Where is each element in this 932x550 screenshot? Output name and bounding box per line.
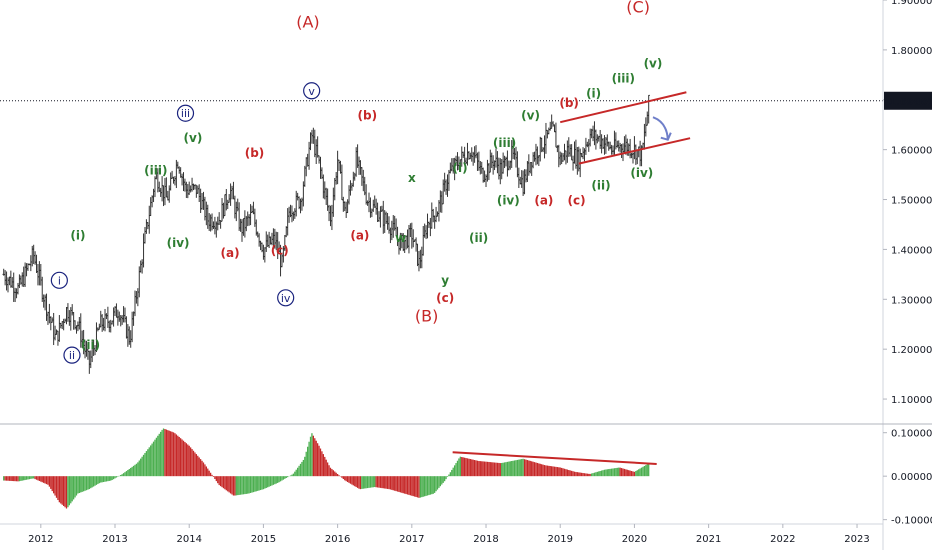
wave-circle bbox=[277, 289, 295, 307]
channel-upper-line bbox=[559, 91, 687, 124]
wave-circle bbox=[176, 104, 195, 122]
wave-label: y bbox=[441, 273, 449, 287]
x-tick-label: 2013 bbox=[102, 534, 127, 545]
osc-y-tick-label: 0.10000 bbox=[891, 429, 932, 440]
oscillator-pane bbox=[3, 428, 657, 509]
price-y-tick-label: 1.80000 bbox=[891, 46, 932, 57]
price-y-tick-label: 1.20000 bbox=[891, 345, 932, 356]
x-tick-label: 2015 bbox=[251, 534, 276, 545]
wave-label: (c) bbox=[568, 194, 586, 208]
wave-label: i bbox=[58, 274, 61, 287]
wave-label: (v) bbox=[521, 109, 540, 123]
wave-label: (i) bbox=[586, 86, 601, 100]
wave-circle bbox=[50, 271, 68, 289]
wave-label: x bbox=[408, 171, 416, 185]
wave-label: (iii) bbox=[612, 71, 635, 85]
wave-label: iv bbox=[281, 292, 291, 305]
wave-label: w bbox=[395, 231, 406, 245]
wave-label: (i) bbox=[70, 228, 85, 242]
wave-label: (ii) bbox=[81, 338, 100, 352]
wave-label: (ii) bbox=[591, 179, 610, 193]
x-tick-label: 2023 bbox=[844, 534, 869, 545]
price-y-tick-label: 1.50000 bbox=[891, 196, 932, 207]
down-arrow-icon bbox=[652, 116, 669, 140]
price-y-tick-label: 1.30000 bbox=[891, 295, 932, 306]
wave-label: (c) bbox=[271, 243, 289, 257]
wave-label: ii bbox=[69, 349, 75, 362]
wave-label: (iii) bbox=[144, 164, 167, 178]
wave-label: (iv) bbox=[167, 236, 190, 250]
wave-label: (a) bbox=[534, 194, 553, 208]
wave-label: (iv) bbox=[497, 194, 520, 208]
wave-label: (B) bbox=[415, 307, 438, 326]
wave-label: (iv) bbox=[630, 166, 653, 180]
last-price-label: 1.69801 bbox=[889, 97, 932, 108]
wave-label: (i) bbox=[453, 161, 468, 175]
wave-label: (a) bbox=[220, 246, 239, 260]
price-y-tick-label: 1.60000 bbox=[891, 146, 932, 157]
wave-label: (v) bbox=[644, 56, 663, 70]
wave-label: (ii) bbox=[469, 231, 488, 245]
wave-label: (iii) bbox=[493, 136, 516, 150]
last-price-badge bbox=[884, 91, 932, 110]
wave-label: (b) bbox=[358, 109, 378, 123]
osc-y-tick-label: -0.10000 bbox=[891, 516, 932, 527]
wave-label: (b) bbox=[245, 146, 265, 160]
price-pane bbox=[0, 91, 883, 374]
wave-circle bbox=[63, 346, 81, 364]
price-y-tick-label: 1.40000 bbox=[891, 245, 932, 256]
wave-circle bbox=[303, 82, 321, 100]
wave-label: v bbox=[308, 85, 315, 98]
wave-label: (b) bbox=[559, 96, 579, 110]
price-y-tick-label: 1.90000 bbox=[891, 0, 932, 7]
osc-trendline bbox=[452, 451, 657, 465]
x-tick-label: 2020 bbox=[622, 534, 647, 545]
price-y-tick-label: 1.10000 bbox=[891, 395, 932, 406]
x-tick-label: 2018 bbox=[473, 534, 498, 545]
wave-label: iii bbox=[181, 107, 190, 120]
x-tick-label: 2019 bbox=[547, 534, 572, 545]
x-tick-label: 2017 bbox=[399, 534, 424, 545]
channel-lower-line bbox=[578, 137, 691, 165]
x-tick-label: 2014 bbox=[176, 534, 201, 545]
wave-label: (c) bbox=[436, 291, 454, 305]
labels: 1.900001.800001.700001.600001.500001.400… bbox=[28, 0, 932, 545]
wave-label: (v) bbox=[184, 131, 203, 145]
wave-label: (A) bbox=[296, 12, 319, 31]
arrow-head-icon bbox=[660, 132, 672, 141]
x-tick-label: 2021 bbox=[696, 534, 721, 545]
x-tick-label: 2022 bbox=[770, 534, 795, 545]
osc-y-tick-label: 0.00000 bbox=[891, 472, 932, 483]
x-tick-label: 2012 bbox=[28, 534, 53, 545]
wave-label: (a) bbox=[350, 228, 369, 242]
wave-label: (C) bbox=[626, 0, 650, 16]
x-tick-label: 2016 bbox=[325, 534, 350, 545]
